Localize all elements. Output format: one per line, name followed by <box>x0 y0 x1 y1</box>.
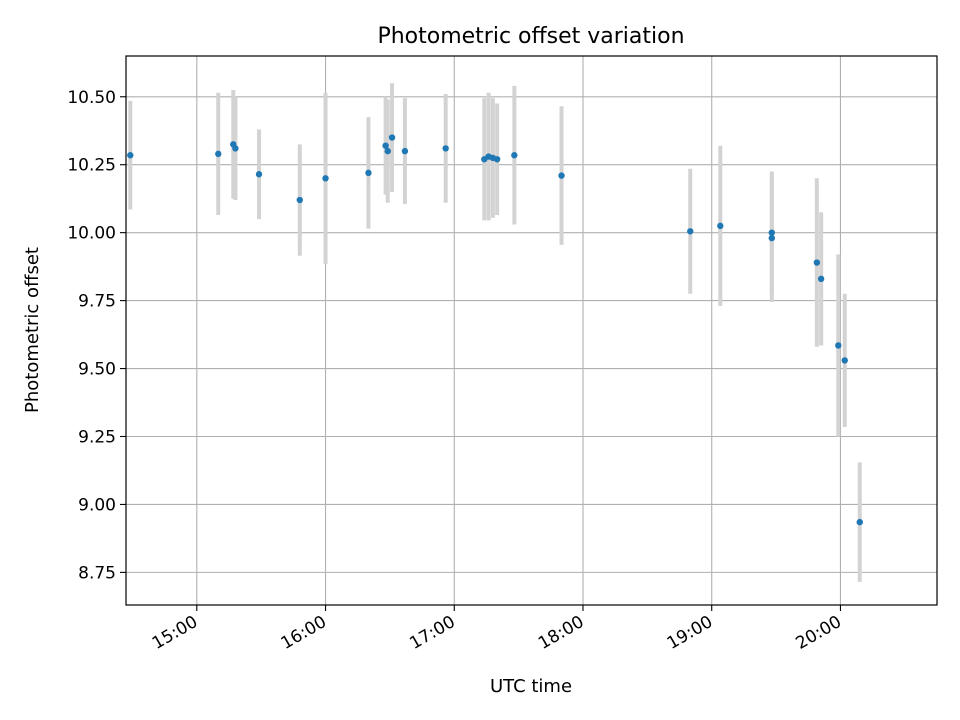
data-point <box>232 145 239 152</box>
data-point <box>296 196 303 204</box>
data-point <box>255 171 263 178</box>
data-point <box>215 150 222 158</box>
plot-frame <box>125 55 938 606</box>
data-point <box>127 152 134 159</box>
y-tick-label: 9.25 <box>78 427 116 447</box>
data-point <box>322 175 329 182</box>
grid <box>126 56 937 605</box>
data-point <box>817 275 825 283</box>
y-axis-ticks: 8.75 9.00 9.25 9.50 9.75 10.00 10.25 10.50 <box>67 88 126 583</box>
data-point <box>717 222 724 230</box>
y-tick-label: 9.75 <box>78 292 116 312</box>
data-point <box>382 142 389 149</box>
y-tick-label: 10.50 <box>67 88 116 108</box>
data-point <box>856 518 863 526</box>
data-point <box>558 172 565 179</box>
data-points <box>127 134 863 526</box>
y-tick-label: 9.00 <box>78 495 116 515</box>
data-point <box>768 229 775 236</box>
y-tick-label: 9.50 <box>78 360 116 380</box>
data-point <box>493 156 501 163</box>
data-point <box>768 234 775 242</box>
chart-title: Photometric offset variation <box>377 24 684 49</box>
data-point <box>835 342 842 349</box>
data-point <box>687 228 694 235</box>
data-point <box>401 147 409 155</box>
data-point <box>841 357 848 364</box>
data-point <box>388 134 396 141</box>
y-tick-label: 10.00 <box>67 224 116 244</box>
y-axis-label: Photometric offset <box>22 247 43 413</box>
data-point <box>442 145 449 152</box>
y-tick-label: 10.25 <box>67 156 116 176</box>
data-point <box>813 259 821 266</box>
data-point <box>365 169 372 177</box>
y-tick-label: 8.75 <box>78 563 116 583</box>
data-point <box>511 152 518 159</box>
x-axis-label: UTC time <box>490 676 572 697</box>
data-point <box>384 147 391 155</box>
